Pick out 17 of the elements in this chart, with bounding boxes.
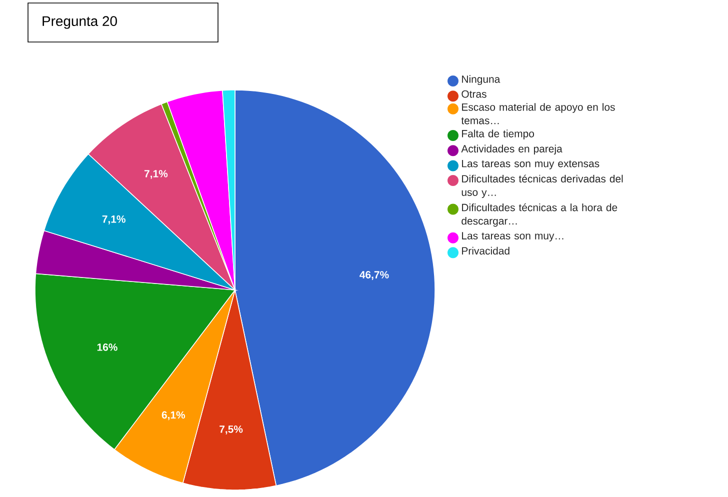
data-label: 16% <box>97 344 118 351</box>
legend-label: Actividades en pareja <box>461 144 562 155</box>
data-label: 6,1% <box>162 411 186 420</box>
legend-label: Dificultades técnicas derivadas del uso y… <box>462 174 623 198</box>
data-label: 7,1% <box>102 215 126 224</box>
data-label: 7,5% <box>220 425 243 434</box>
legend-label: Las tareas son muy… <box>462 232 564 242</box>
legend-label: Falta de tiempo <box>462 130 534 140</box>
chart-title: Pregunta 20 <box>42 16 117 29</box>
legend-label: Privacidad <box>462 246 510 255</box>
legend-label: Otras <box>462 90 486 98</box>
legend-label: Las tareas son muy extensas <box>462 160 600 170</box>
data-label: 7,1% <box>144 170 168 179</box>
legend-label: Dificultades técnicas a la hora de descargar… <box>462 203 618 227</box>
data-label: 46,7% <box>360 271 389 280</box>
legend-label: Escaso material de apoyo en los temas… <box>461 103 615 124</box>
legend-label: Ninguna <box>462 75 500 85</box>
